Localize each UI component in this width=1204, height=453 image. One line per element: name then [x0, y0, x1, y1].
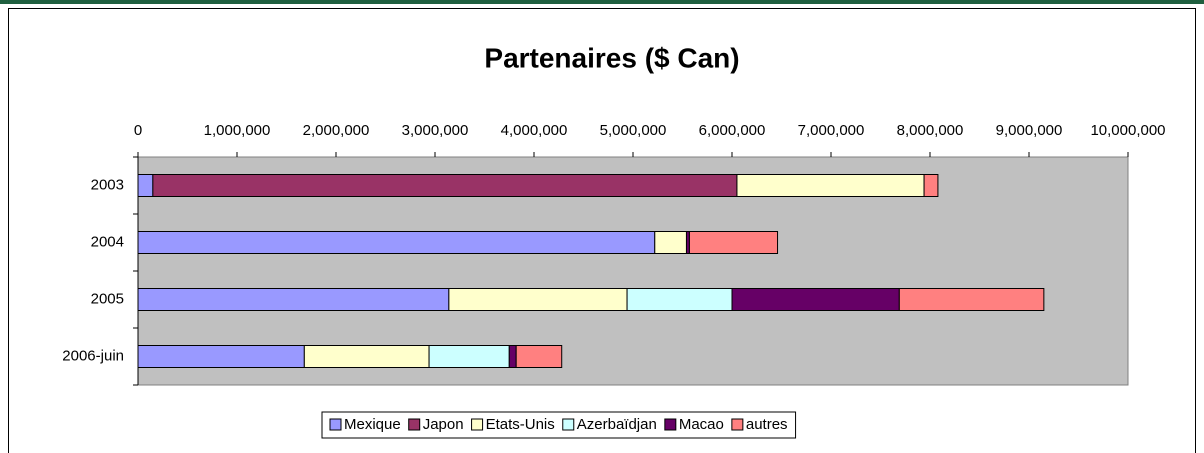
bar-segment	[508, 345, 517, 368]
y-tick-label: 2003	[91, 176, 124, 193]
x-tick-label: 0	[134, 122, 142, 139]
header-strip	[0, 0, 1204, 4]
bar-segment	[731, 288, 900, 311]
legend-swatch	[664, 418, 677, 431]
x-tick-label: 10,000,000	[1090, 122, 1165, 139]
x-tick-label: 7,000,000	[798, 122, 865, 139]
x-tick-label: 4,000,000	[501, 122, 568, 139]
x-tick-label: 3,000,000	[402, 122, 469, 139]
legend-label: Etats-Unis	[486, 416, 555, 433]
legend-label: Japon	[423, 416, 464, 433]
bar-segment	[137, 345, 305, 368]
legend-swatch	[562, 418, 575, 431]
legend-label: Azerbaïdjan	[577, 416, 657, 433]
legend: Mexique Japon Etats-Unis Azerbaïdjan Macao au…	[321, 411, 797, 439]
bar-segment	[898, 288, 1045, 311]
chart-title: Partenaires ($ Can)	[484, 42, 739, 73]
legend-swatch	[329, 418, 342, 431]
legend-swatch	[408, 418, 421, 431]
legend-swatch	[471, 418, 484, 431]
legend-label: autres	[746, 416, 788, 433]
x-tick-label: 1,000,000	[204, 122, 271, 139]
x-tick-label: 5,000,000	[600, 122, 667, 139]
bar-segment	[303, 345, 430, 368]
x-tick-label: 2,000,000	[303, 122, 370, 139]
y-tick-label: 2004	[91, 233, 124, 250]
x-tick-label: 8,000,000	[897, 122, 964, 139]
legend-label: Mexique	[344, 416, 401, 433]
bar-segment	[626, 288, 733, 311]
bar-segment	[137, 231, 656, 254]
y-tick-label: 2005	[91, 290, 124, 307]
bar-segment	[688, 231, 779, 254]
bar-segment	[137, 288, 450, 311]
bar-segment	[152, 174, 738, 197]
legend-box	[321, 411, 797, 439]
bar-segment	[736, 174, 925, 197]
bar-segment	[515, 345, 563, 368]
x-tick-label: 9,000,000	[996, 122, 1063, 139]
x-tick-label: 6,000,000	[699, 122, 766, 139]
bar-segment	[137, 174, 154, 197]
legend-label: Macao	[679, 416, 724, 433]
bar-segment	[448, 288, 628, 311]
bar-segment	[923, 174, 939, 197]
legend-swatch	[731, 418, 744, 431]
bar-segment	[428, 345, 510, 368]
y-tick-label: 2006-juin	[62, 347, 124, 364]
bar-segment	[654, 231, 687, 254]
